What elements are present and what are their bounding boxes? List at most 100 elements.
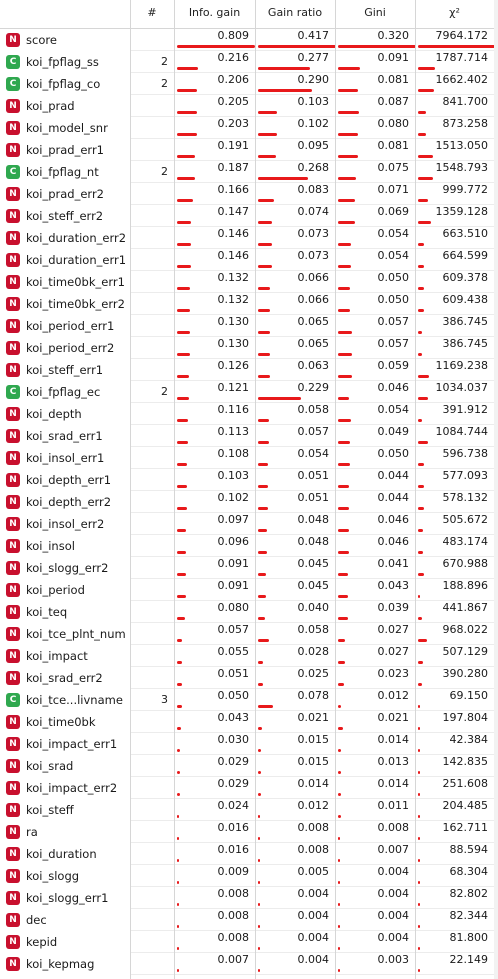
header-info-gain[interactable]: ▽ Info. gain xyxy=(174,0,255,28)
gain-ratio-value: 0.048 xyxy=(297,535,330,548)
scrollbar[interactable] xyxy=(494,0,498,979)
feature-name: koi_fpflag_ec xyxy=(26,385,101,399)
header-chi2[interactable]: χ² xyxy=(449,6,460,19)
info-gain-cell: 0.055 xyxy=(174,645,255,667)
chi2-cell: 22.149 xyxy=(415,953,494,975)
info-gain-value: 0.103 xyxy=(217,469,250,482)
info-gain-cell: 0.206 xyxy=(174,73,255,95)
header-gain-ratio[interactable]: Gain ratio xyxy=(267,6,323,19)
header-gini[interactable]: Gini xyxy=(364,6,386,19)
feature-name: koi_model_snr xyxy=(26,121,108,135)
header-rank[interactable]: # xyxy=(147,6,157,19)
rank-cell xyxy=(130,821,174,843)
